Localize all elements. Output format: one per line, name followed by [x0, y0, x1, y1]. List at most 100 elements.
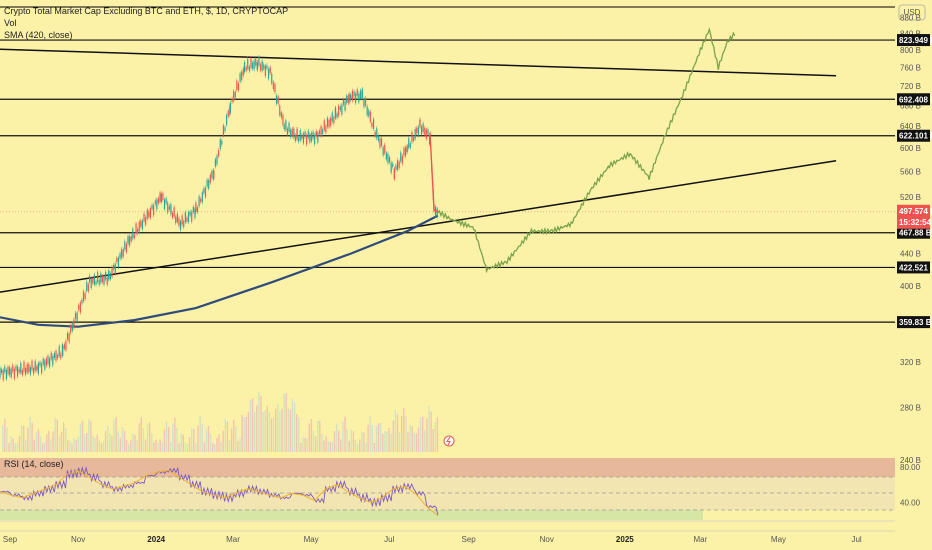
candle-body [314, 134, 316, 145]
volume-bar [392, 420, 394, 452]
volume-bar [128, 443, 130, 452]
volume-bar [346, 428, 348, 452]
volume-bar [317, 420, 319, 452]
level-price-tag-label: 359.83 B [899, 318, 932, 327]
candle-body [353, 91, 355, 97]
volume-bar [413, 432, 415, 452]
candle-body [60, 353, 62, 359]
volume-bar [422, 416, 424, 452]
candle-body [39, 362, 41, 366]
x-tick-label: Nov [71, 535, 85, 544]
candle-body [28, 364, 30, 372]
volume-bar [39, 436, 42, 452]
candle-body [26, 363, 28, 373]
candle-body [355, 93, 357, 104]
volume-bar [220, 441, 222, 452]
candle-body [351, 90, 354, 101]
volume-bar [375, 426, 378, 452]
volume-bar [46, 434, 48, 452]
volume-bar [178, 443, 180, 452]
candle-body [288, 122, 290, 132]
candle-body [45, 358, 48, 366]
volume-bar [396, 414, 399, 452]
x-tick-label: May [771, 535, 786, 544]
volume-bar [298, 417, 300, 452]
candle-body [219, 139, 221, 149]
volume-bar [419, 417, 422, 452]
volume-bar [88, 419, 90, 452]
candle-body [95, 281, 97, 285]
candle-body [1, 369, 3, 374]
candle-body [90, 278, 92, 289]
candle-body [138, 221, 140, 232]
volume-bar [8, 442, 10, 452]
candle-body [79, 302, 81, 313]
candle-body [124, 241, 126, 250]
candle-body [401, 155, 403, 164]
volume-bar [67, 440, 69, 452]
candle-body [310, 132, 313, 142]
candle-body [309, 134, 311, 143]
candle-body [330, 117, 332, 126]
candle-body [21, 370, 23, 375]
candle-body [195, 202, 197, 212]
volume-bar [369, 416, 371, 452]
candle-body [50, 352, 52, 360]
volume-bar [344, 416, 346, 452]
rsi-overbought-zone [0, 458, 895, 477]
candle-body [387, 153, 389, 164]
trend-line [0, 48, 837, 77]
candle-body [163, 199, 166, 209]
candle-body [346, 95, 348, 103]
candle-body [333, 117, 335, 124]
candle-body [103, 275, 105, 285]
volume-bar [380, 422, 382, 452]
candle-body [198, 196, 200, 207]
volume-bar [35, 432, 37, 452]
candle-body [4, 366, 6, 373]
volume-bar [409, 425, 411, 452]
volume-bar [62, 422, 65, 452]
candle-body [101, 276, 104, 283]
volume-bar [2, 425, 4, 452]
candle-body [127, 236, 129, 244]
candle-body [293, 128, 295, 138]
candle-body [350, 95, 352, 99]
candle-body [296, 129, 298, 139]
volume-bar [228, 439, 231, 452]
volume-bar [371, 425, 373, 452]
currency-button-label[interactable]: USD [904, 8, 921, 17]
candle-body [52, 355, 54, 366]
volume-bar [264, 410, 266, 452]
volume-bar [275, 408, 277, 452]
rsi-tick-label: 40.00 [900, 498, 921, 507]
candle-body [0, 367, 1, 378]
candle-body [33, 368, 35, 374]
right-axis-area [896, 0, 932, 550]
candle-body [20, 362, 22, 373]
candle-body [29, 367, 31, 375]
volume-bar [201, 423, 203, 452]
volume-bar [115, 417, 117, 452]
candle-body [9, 367, 11, 376]
volume-bar [249, 400, 252, 452]
volume-bar [321, 433, 323, 452]
candle-body [170, 204, 172, 215]
candle-body [149, 208, 152, 218]
volume-bar [60, 431, 63, 452]
volume-bar [319, 420, 321, 452]
candle-body [334, 107, 337, 118]
level-price-tag-label: 692.408 B [899, 95, 932, 104]
volume-bar [54, 418, 56, 452]
volume-bar [417, 427, 420, 452]
candle-body [167, 202, 169, 213]
candle-body [385, 152, 387, 160]
candle-body [275, 95, 278, 104]
volume-bar [197, 425, 199, 452]
volume-bar [302, 437, 304, 452]
volume-bar [92, 435, 94, 452]
x-tick-label: Sep [3, 535, 18, 544]
volume-bar [237, 440, 239, 452]
volume-bar [184, 441, 187, 452]
